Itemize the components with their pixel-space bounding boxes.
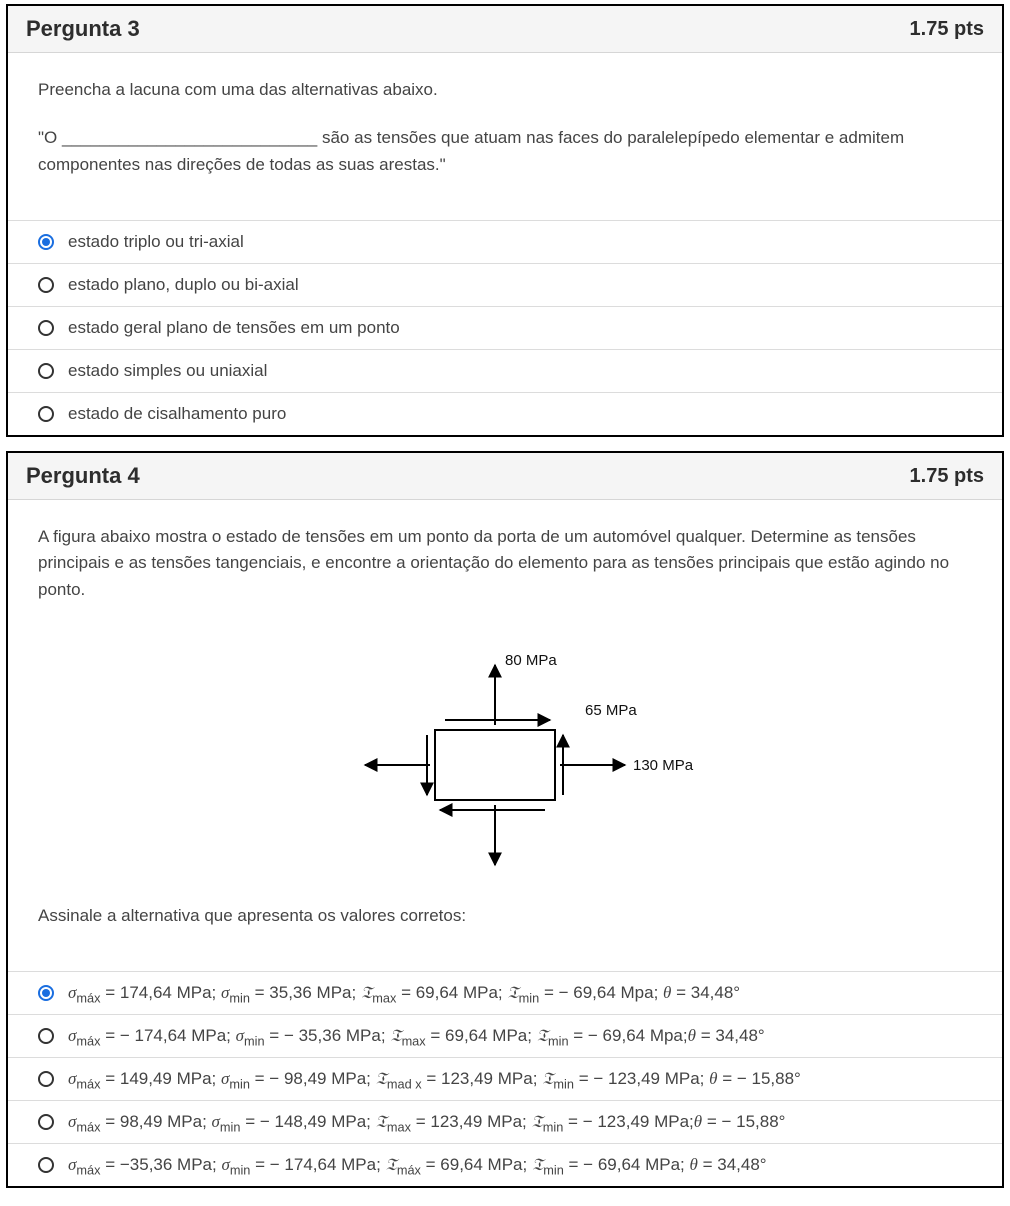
q4-option-label: σmáx = −35,36 MPa; σmin = − 174,64 MPa; … <box>68 1155 972 1175</box>
q3-option-label: estado de cisalhamento puro <box>68 404 972 424</box>
q3-option-label: estado plano, duplo ou bi-axial <box>68 275 972 295</box>
q3-option-2[interactable]: estado geral plano de tensões em um pont… <box>8 307 1002 350</box>
question-4-body: A figura abaixo mostra o estado de tensõ… <box>8 500 1002 971</box>
q3-option-label: estado triplo ou tri-axial <box>68 232 972 252</box>
question-3-points: 1.75 pts <box>910 18 984 41</box>
stress-diagram-svg: 80 MPa 130 MPa 65 MPa <box>295 625 715 885</box>
tau-label: 65 MPa <box>585 702 637 719</box>
q3-option-label: estado simples ou uniaxial <box>68 361 972 381</box>
question-4-points: 1.75 pts <box>910 465 984 488</box>
question-3-body: Preencha a lacuna com uma das alternativ… <box>8 53 1002 220</box>
q4-option-2[interactable]: σmáx = 149,49 MPa; σmin = − 98,49 MPa; 𝔗… <box>8 1058 1002 1101</box>
q4-option-0[interactable]: σmáx = 174,64 MPa; σmin = 35,36 MPa; 𝔗ma… <box>8 972 1002 1015</box>
q4-option-4[interactable]: σmáx = −35,36 MPa; σmin = − 174,64 MPa; … <box>8 1144 1002 1186</box>
radio-icon[interactable] <box>38 985 54 1001</box>
question-3-intro: Preencha a lacuna com uma das alternativ… <box>38 77 972 103</box>
question-3-options: estado triplo ou tri-axial estado plano, … <box>8 220 1002 435</box>
radio-icon[interactable] <box>38 1157 54 1173</box>
radio-icon[interactable] <box>38 1028 54 1044</box>
q4-option-label: σmáx = 98,49 MPa; σmin = − 148,49 MPa; 𝔗… <box>68 1112 972 1132</box>
question-3-number: Pergunta 3 <box>26 16 140 42</box>
sigma-x-label: 130 MPa <box>633 757 694 774</box>
question-3-statement: "O ___________________________ são as te… <box>38 125 972 178</box>
q3-option-3[interactable]: estado simples ou uniaxial <box>8 350 1002 393</box>
stress-diagram: 80 MPa 130 MPa 65 MPa <box>38 625 972 885</box>
q3-option-1[interactable]: estado plano, duplo ou bi-axial <box>8 264 1002 307</box>
radio-icon[interactable] <box>38 234 54 250</box>
question-3-header: Pergunta 3 1.75 pts <box>8 6 1002 53</box>
question-4-choose: Assinale a alternativa que apresenta os … <box>38 903 972 929</box>
question-3: Pergunta 3 1.75 pts Preencha a lacuna co… <box>6 4 1004 437</box>
q4-option-label: σmáx = − 174,64 MPa; σmin = − 35,36 MPa;… <box>68 1026 972 1046</box>
radio-icon[interactable] <box>38 1071 54 1087</box>
sigma-y-label: 80 MPa <box>505 652 557 669</box>
q4-option-1[interactable]: σmáx = − 174,64 MPa; σmin = − 35,36 MPa;… <box>8 1015 1002 1058</box>
radio-icon[interactable] <box>38 363 54 379</box>
q4-option-label: σmáx = 149,49 MPa; σmin = − 98,49 MPa; 𝔗… <box>68 1069 972 1089</box>
radio-icon[interactable] <box>38 320 54 336</box>
radio-icon[interactable] <box>38 277 54 293</box>
q4-option-label: σmáx = 174,64 MPa; σmin = 35,36 MPa; 𝔗ma… <box>68 983 972 1003</box>
question-4-header: Pergunta 4 1.75 pts <box>8 453 1002 500</box>
radio-icon[interactable] <box>38 406 54 422</box>
question-4-number: Pergunta 4 <box>26 463 140 489</box>
question-4-options: σmáx = 174,64 MPa; σmin = 35,36 MPa; 𝔗ma… <box>8 971 1002 1186</box>
q3-option-4[interactable]: estado de cisalhamento puro <box>8 393 1002 435</box>
question-4: Pergunta 4 1.75 pts A figura abaixo most… <box>6 451 1004 1188</box>
radio-icon[interactable] <box>38 1114 54 1130</box>
question-4-prompt: A figura abaixo mostra o estado de tensõ… <box>38 524 972 603</box>
q4-option-3[interactable]: σmáx = 98,49 MPa; σmin = − 148,49 MPa; 𝔗… <box>8 1101 1002 1144</box>
q3-option-label: estado geral plano de tensões em um pont… <box>68 318 972 338</box>
q3-option-0[interactable]: estado triplo ou tri-axial <box>8 221 1002 264</box>
